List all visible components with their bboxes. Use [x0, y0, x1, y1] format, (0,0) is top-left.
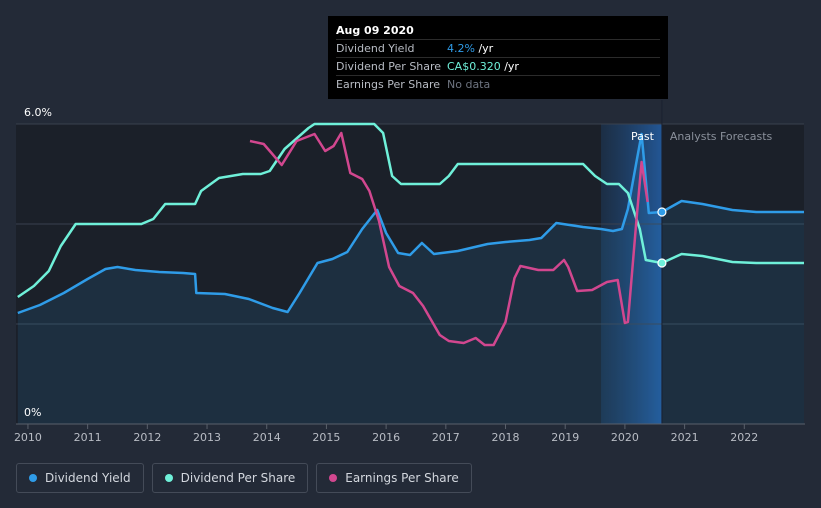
plot-background	[16, 124, 804, 424]
legend-label: Dividend Yield	[45, 471, 131, 485]
tooltip-label: Dividend Per Share	[336, 60, 442, 73]
dividend-per-share-forecast-line	[661, 252, 804, 265]
x-tick-label: 2015	[312, 431, 340, 444]
x-tick-label: 2014	[253, 431, 281, 444]
legend-dot-icon	[29, 474, 37, 482]
dividend-yield-forecast-line	[661, 199, 804, 214]
dividend-yield-marker	[657, 207, 667, 217]
tooltip-value: No data	[447, 76, 490, 93]
x-tick-label: 2021	[671, 431, 699, 444]
dividend-per-share-marker	[657, 258, 667, 268]
dividend-yield-line	[17, 132, 662, 315]
x-tick-label: 2020	[611, 431, 639, 444]
value-unit: /yr	[500, 60, 519, 73]
tooltip-label: Dividend Yield	[336, 42, 415, 55]
current-value-markers	[657, 100, 667, 424]
x-tick-label: 2019	[551, 431, 579, 444]
analysts-forecasts-label: Analysts Forecasts	[670, 130, 773, 143]
legend-dot-icon	[164, 474, 173, 482]
tooltip-value: 4.2% /yr	[447, 40, 493, 57]
x-tick-label: 2010	[14, 431, 42, 444]
legend-item-dividend-per-share[interactable]: Dividend Per Share	[151, 463, 309, 493]
tooltip-row-dividend-per-share: Dividend Per Share CA$0.320 /yr	[336, 57, 660, 75]
past-label: Past	[631, 130, 655, 143]
value-unit: /yr	[474, 42, 494, 55]
x-tick-label: 2018	[492, 431, 520, 444]
dividend-yield-value: 4.2%	[447, 42, 475, 55]
tooltip-date: Aug 09 2020	[336, 24, 414, 37]
legend-item-earnings-per-share[interactable]: Earnings Per Share	[316, 463, 472, 493]
y-tick-label: 0%	[24, 406, 41, 419]
legend-label: Dividend Per Share	[180, 471, 296, 485]
earnings-per-share-value: No data	[447, 78, 491, 91]
x-tick-label: 2017	[432, 431, 460, 444]
dividend-per-share-line	[17, 122, 663, 299]
dividend-per-share-value: CA$0.320	[447, 60, 501, 73]
hover-tooltip: Aug 09 2020 Dividend Yield 4.2% /yr Divi…	[328, 16, 668, 99]
x-tick-label: 2022	[730, 431, 758, 444]
dividend-yield-area	[17, 134, 805, 424]
x-tick-label: 2016	[372, 431, 400, 444]
x-tick-label: 2011	[74, 431, 102, 444]
legend-item-dividend-yield[interactable]: Dividend Yield	[16, 463, 144, 493]
earnings-per-share-line	[249, 131, 649, 347]
series-areas	[17, 134, 805, 424]
tooltip-value: CA$0.320 /yr	[447, 58, 519, 75]
x-tick-label: 2012	[133, 431, 161, 444]
legend-dot-icon	[329, 474, 338, 482]
x-axis: 2010 2011 2012 2013 2014 2015 2016 2017 2018 2019…	[14, 423, 805, 444]
tooltip-label: Earnings Per Share	[336, 78, 441, 91]
series-lines	[17, 122, 804, 347]
tooltip-row-dividend-yield: Dividend Yield 4.2% /yr	[336, 39, 660, 57]
chart-legend: Dividend Yield Dividend Per Share Earnin…	[16, 463, 472, 493]
y-axis: 6.0% 0%	[24, 106, 52, 419]
tooltip-row-earnings-per-share: Earnings Per Share No data	[336, 75, 660, 93]
x-tick-label: 2013	[193, 431, 221, 444]
legend-label: Earnings Per Share	[345, 471, 459, 485]
y-tick-label: 6.0%	[24, 106, 52, 119]
